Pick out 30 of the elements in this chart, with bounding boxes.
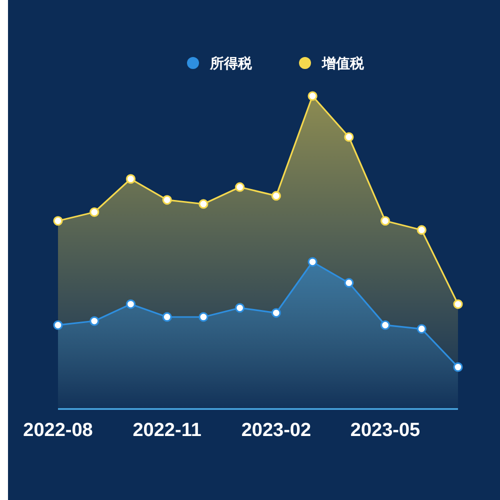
- x-tick-label: 2022-11: [132, 420, 202, 441]
- point: [126, 299, 136, 309]
- legend-label: 所得税: [209, 55, 253, 72]
- point: [53, 320, 63, 330]
- x-tick-label: 2023-02: [241, 420, 312, 441]
- point: [453, 299, 463, 309]
- point: [90, 316, 100, 326]
- x-tick-label: 2022-08: [23, 420, 93, 441]
- legend-label: 增值税: [321, 55, 365, 72]
- point: [53, 216, 63, 226]
- point: [198, 312, 208, 322]
- point: [235, 303, 245, 313]
- point: [271, 191, 281, 201]
- point: [380, 320, 390, 330]
- point: [162, 195, 172, 205]
- point: [90, 207, 100, 217]
- point: [380, 216, 390, 226]
- point: [235, 182, 245, 192]
- point: [344, 132, 354, 142]
- x-tick-label: 2023-05: [350, 420, 421, 441]
- point: [416, 225, 426, 235]
- point: [453, 362, 463, 372]
- point: [416, 324, 426, 334]
- point: [308, 91, 318, 101]
- point: [344, 278, 354, 288]
- point: [271, 308, 281, 318]
- point: [308, 257, 318, 267]
- point: [162, 312, 172, 322]
- point: [126, 174, 136, 184]
- point: [198, 199, 208, 209]
